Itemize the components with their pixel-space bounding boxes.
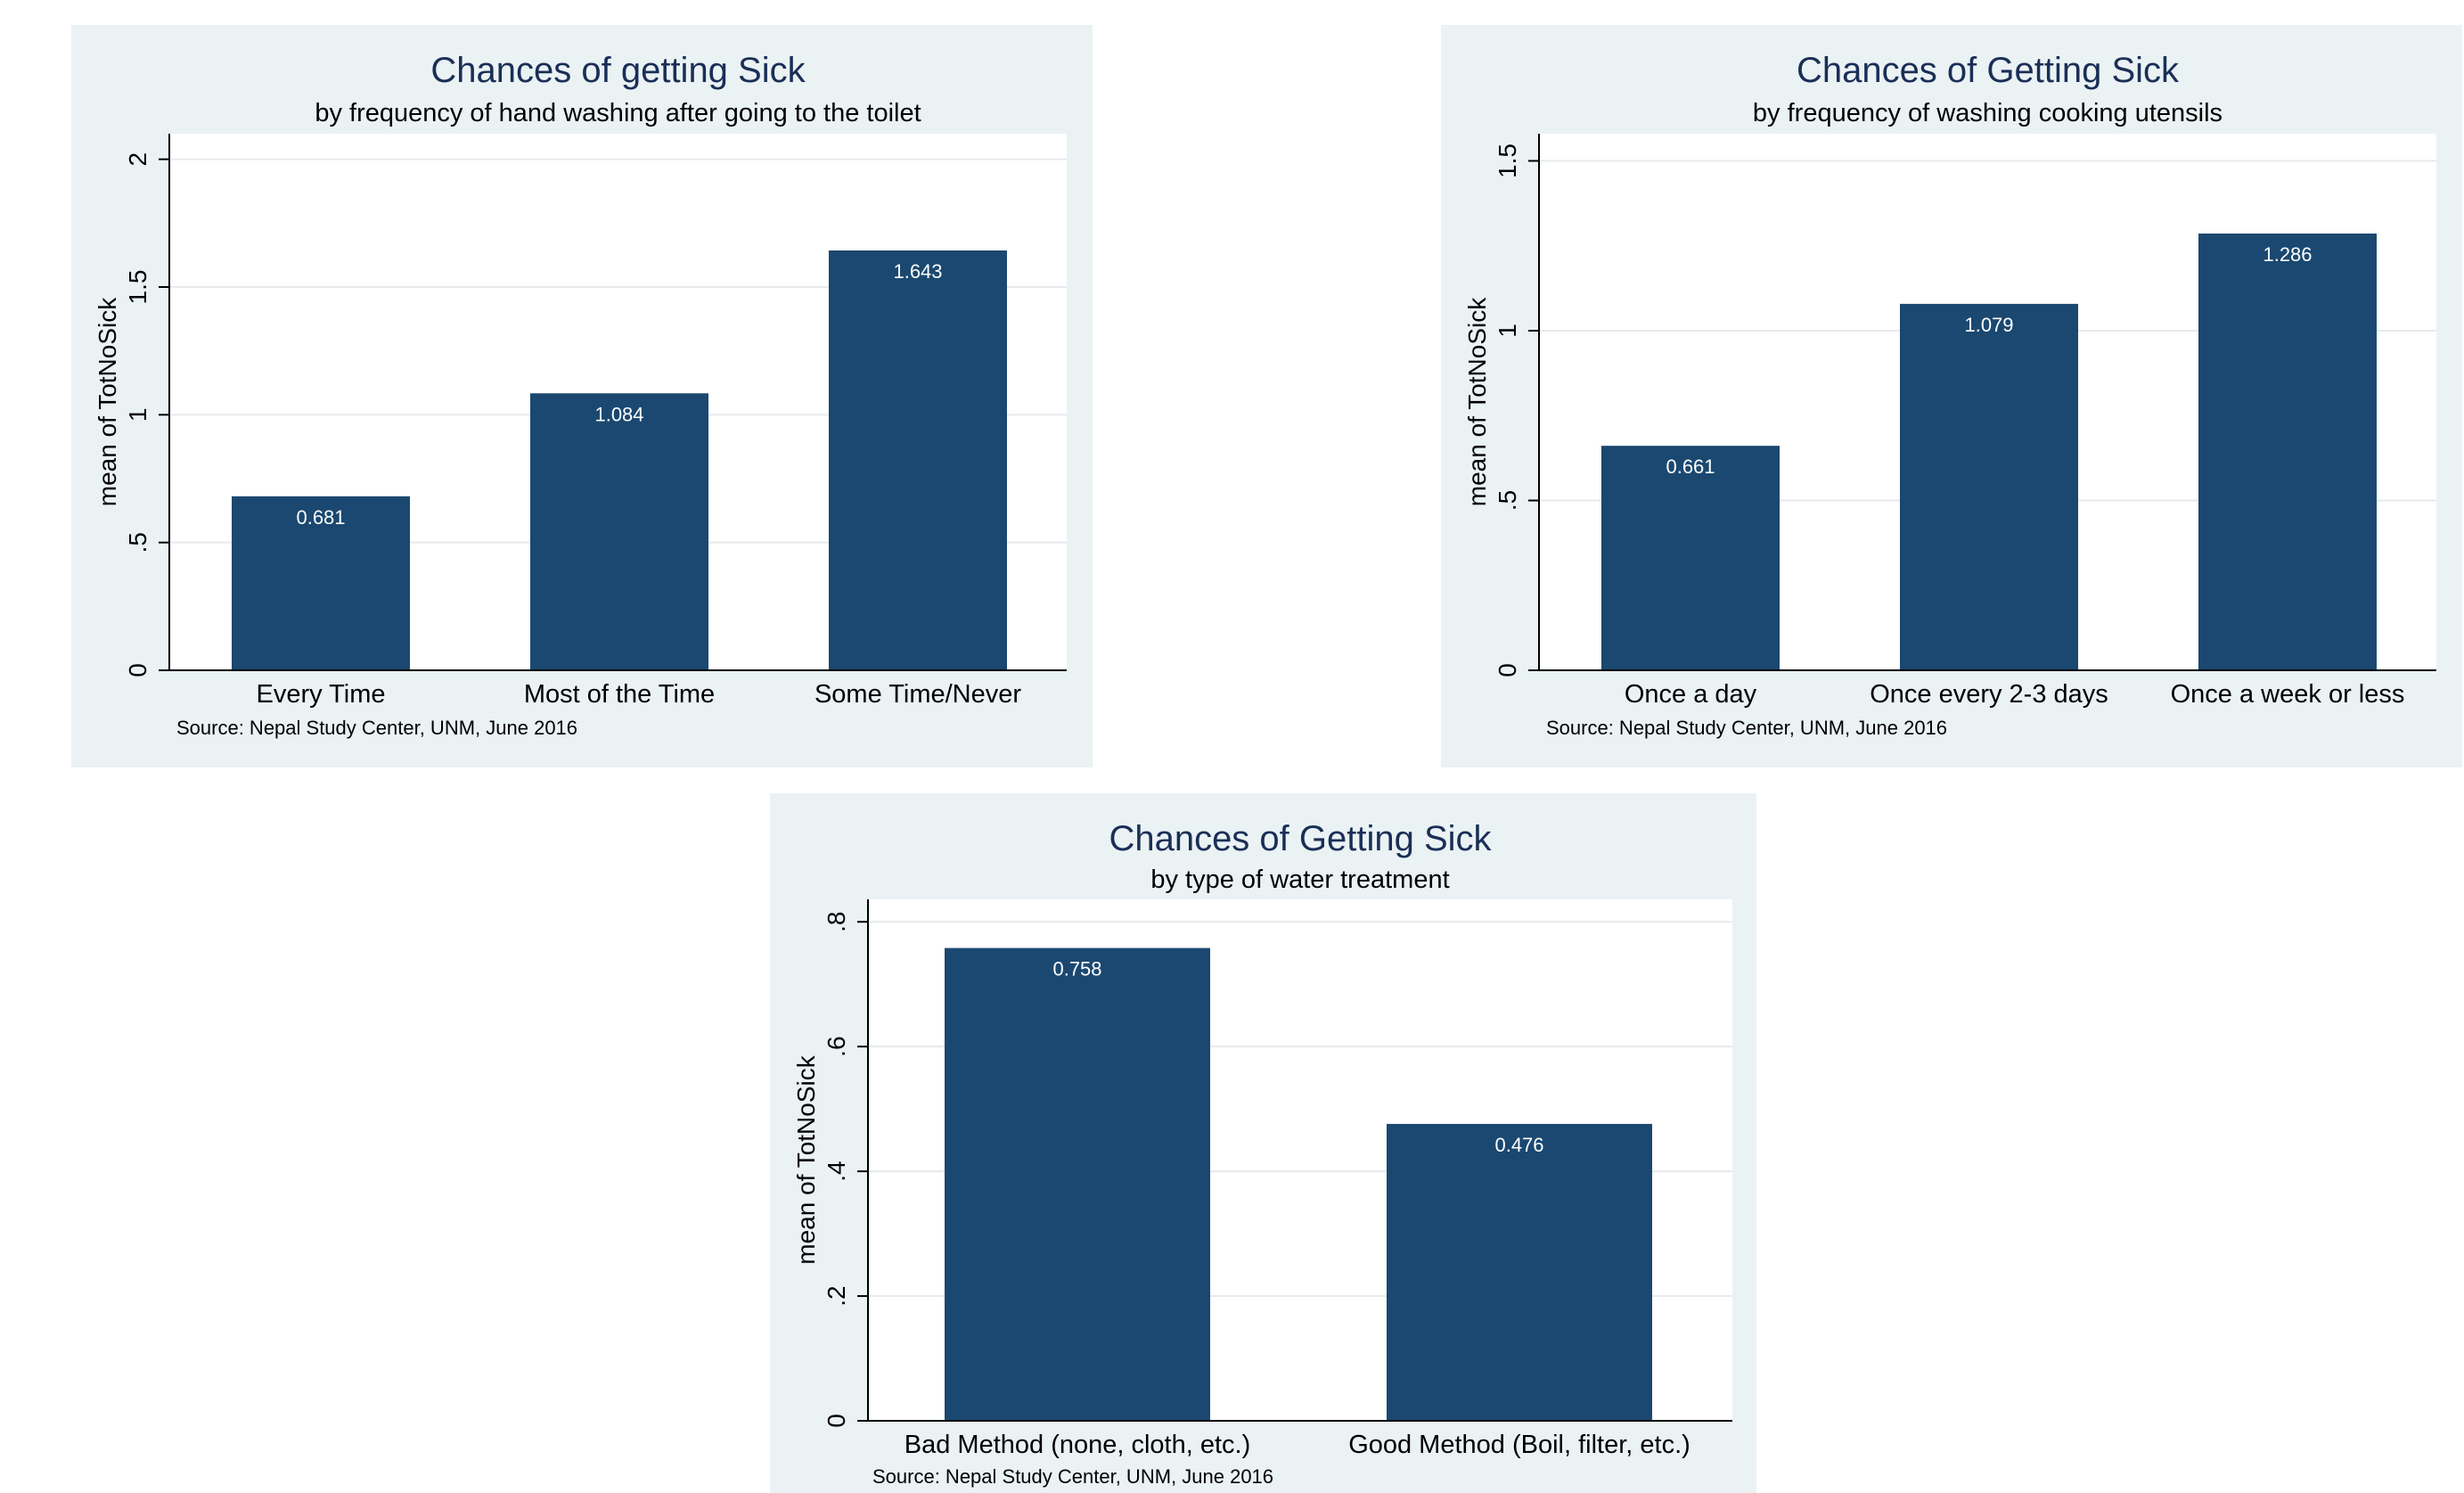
y-tick-label: 1.5	[1494, 144, 1521, 178]
x-category-label: Once a week or less	[2171, 680, 2405, 709]
bar	[530, 393, 708, 670]
source-note: Source: Nepal Study Center, UNM, June 20…	[1546, 717, 1947, 739]
y-axis-label: mean of TotNoSick	[1463, 297, 1491, 506]
chart-panel-hand-washing: Chances of getting Sick by frequency of h…	[71, 25, 1093, 767]
chart-subtitle: by frequency of hand washing after going…	[315, 99, 921, 127]
y-tick-label: 1	[124, 408, 151, 422]
y-tick-label: 1	[1494, 324, 1521, 338]
chart-panel-water-treatment: Chances of Getting Sick by type of water …	[770, 793, 1756, 1493]
bar-value-label: 1.643	[893, 260, 942, 283]
y-tick-label: 0	[124, 663, 151, 677]
chart-subtitle: by type of water treatment	[1150, 865, 1449, 894]
bar	[1601, 446, 1780, 670]
chart-panel-cooking-utensils: Chances of Getting Sick by frequency of w…	[1441, 25, 2462, 767]
x-category-label: Once every 2-3 days	[1870, 680, 2108, 709]
bar-value-label: 0.661	[1666, 455, 1715, 478]
x-category-label: Good Method (Boil, filter, etc.)	[1348, 1431, 1690, 1459]
source-note: Source: Nepal Study Center, UNM, June 20…	[872, 1465, 1273, 1488]
x-category-label: Some Time/Never	[815, 680, 1021, 709]
bar	[232, 496, 410, 670]
chart-svg-hand-washing: Chances of getting Sick by frequency of h…	[94, 51, 1067, 739]
chart-subtitle: by frequency of washing cooking utensils	[1753, 99, 2223, 127]
x-category-label: Bad Method (none, cloth, etc.)	[905, 1431, 1251, 1459]
y-axis-label: mean of TotNoSick	[792, 1054, 820, 1264]
bar-value-label: 0.681	[296, 506, 345, 529]
chart-title: Chances of getting Sick	[430, 51, 806, 90]
bar	[1900, 303, 2078, 670]
source-note: Source: Nepal Study Center, UNM, June 20…	[176, 717, 577, 739]
chart-svg-water-treatment: Chances of Getting Sick by type of water …	[792, 819, 1732, 1488]
y-axis-label: mean of TotNoSick	[94, 297, 121, 506]
bar-value-label: 1.084	[594, 403, 643, 425]
bar	[945, 947, 1210, 1421]
y-tick-label: 0	[823, 1414, 850, 1428]
x-category-label: Once a day	[1625, 680, 1757, 709]
bar	[1387, 1123, 1652, 1421]
chart-svg-cooking-utensils: Chances of Getting Sick by frequency of w…	[1463, 51, 2436, 739]
chart-title: Chances of Getting Sick	[1109, 819, 1492, 858]
y-tick-label: 1.5	[124, 270, 151, 305]
y-tick-label: .4	[823, 1161, 850, 1181]
y-tick-label: 2	[124, 152, 151, 167]
y-tick-label: .2	[823, 1285, 850, 1306]
y-tick-label: 0	[1494, 663, 1521, 677]
y-tick-label: .5	[124, 532, 151, 553]
y-tick-label: .8	[823, 912, 850, 932]
bar	[829, 250, 1007, 670]
bar-value-label: 1.286	[2263, 243, 2312, 266]
bar-value-label: 0.758	[1052, 958, 1101, 980]
y-tick-label: .6	[823, 1036, 850, 1056]
x-category-label: Most of the Time	[524, 680, 715, 709]
bar-value-label: 0.476	[1494, 1134, 1543, 1156]
y-tick-label: .5	[1494, 490, 1521, 511]
bar	[2198, 234, 2377, 670]
x-category-label: Every Time	[256, 680, 385, 709]
bar-value-label: 1.079	[1964, 314, 2013, 336]
chart-title: Chances of Getting Sick	[1797, 51, 2180, 90]
